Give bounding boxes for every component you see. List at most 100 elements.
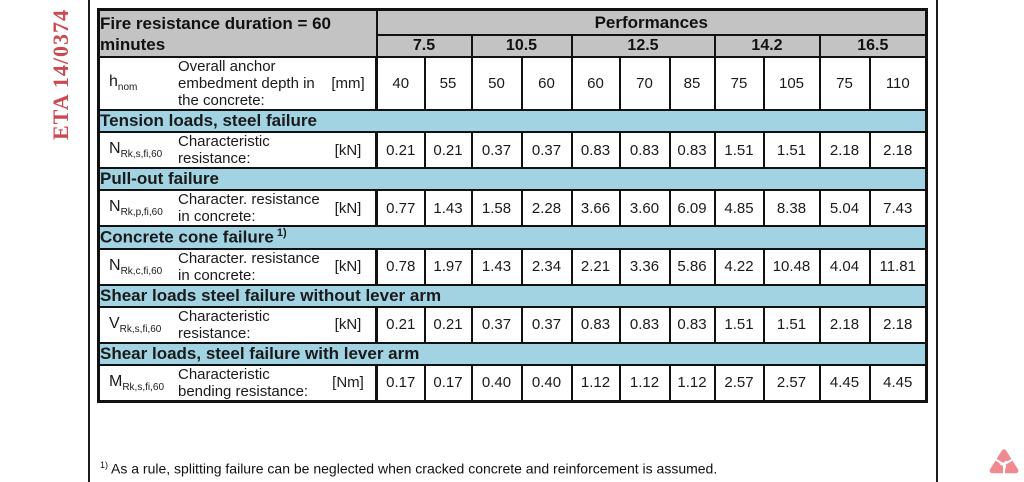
value-cell: 0.37 bbox=[520, 131, 573, 169]
value-cell: 4.45 bbox=[818, 363, 871, 403]
value-cell: 0.21 bbox=[423, 131, 473, 169]
value-cell: 110 bbox=[868, 56, 928, 111]
eta-number-label: ETA 14/0374 bbox=[48, 8, 73, 140]
diameter-group-header: 16.5 bbox=[818, 34, 928, 58]
row-description: Overall anchor embedment depth in the co… bbox=[178, 58, 315, 109]
value-cell: 0.83 bbox=[570, 131, 621, 169]
table-body: hnom Overall anchor embedment depth in th… bbox=[97, 56, 928, 403]
value-cell: 7.43 bbox=[868, 189, 928, 227]
value-cell: 0.83 bbox=[668, 305, 716, 344]
row-label-cell: VRk,s,fi,60 Characteristic resistance: [kN… bbox=[97, 305, 378, 344]
page-frame-right-line bbox=[936, 0, 938, 482]
row-unit: [kN] bbox=[334, 316, 362, 334]
value-cell: 0.21 bbox=[375, 131, 426, 169]
diameter-group-header: 14.2 bbox=[713, 34, 821, 58]
row-label-group: hnom Overall anchor embedment depth in th… bbox=[101, 58, 374, 109]
value-cell: 1.58 bbox=[470, 189, 523, 227]
row-unit: [kN] bbox=[334, 141, 362, 159]
value-cell: 1.43 bbox=[470, 247, 523, 286]
value-cell: 85 bbox=[668, 56, 716, 111]
value-cell: 2.28 bbox=[520, 189, 573, 227]
section-header: Shear loads, steel failure with lever ar… bbox=[97, 341, 928, 366]
value-cell: 10.48 bbox=[762, 247, 821, 286]
table-row: Pull-out failure bbox=[97, 167, 928, 191]
value-cell: 5.04 bbox=[818, 189, 871, 227]
row-symbol-subscript: Rk,c,fi,60 bbox=[120, 265, 163, 277]
value-cell: 11.81 bbox=[868, 247, 928, 286]
value-cell: 0.37 bbox=[470, 305, 523, 344]
row-symbol-subscript: Rk,s,fi,60 bbox=[120, 149, 163, 161]
value-cell: 0.83 bbox=[618, 131, 671, 169]
footnote-marker: 1) bbox=[100, 460, 109, 470]
value-cell: 0.17 bbox=[375, 363, 426, 403]
row-symbol: hnom bbox=[109, 73, 138, 94]
value-cell: 1.12 bbox=[570, 363, 621, 403]
page-frame-left-line bbox=[88, 0, 90, 482]
value-cell: 8.38 bbox=[762, 189, 821, 227]
value-cell: 0.17 bbox=[423, 363, 473, 403]
value-cell: 70 bbox=[618, 56, 671, 111]
table-row: VRk,s,fi,60 Characteristic resistance: [kN… bbox=[97, 305, 928, 344]
row-description: Characteristic bending resistance: bbox=[178, 365, 309, 400]
table-row: Concrete cone failure 1) bbox=[97, 225, 928, 250]
footnote: 1) As a rule, splitting failure can be ne… bbox=[100, 460, 717, 477]
row-symbol: NRk,p,fi,60 bbox=[109, 197, 163, 219]
value-cell: 1.51 bbox=[762, 305, 821, 344]
row-label-cell: NRk,c,fi,60 Character. resistance in conc… bbox=[97, 247, 378, 286]
value-cell: 60 bbox=[570, 56, 621, 111]
row-symbol-subscript: Rk,s,fi,60 bbox=[122, 381, 165, 393]
row-unit: [kN] bbox=[334, 199, 362, 217]
section-header: Shear loads steel failure without lever … bbox=[97, 283, 928, 308]
footnote-text: As a rule, splitting failure can be negl… bbox=[111, 460, 718, 477]
row-label-cell: hnom Overall anchor embedment depth in th… bbox=[97, 56, 378, 111]
row-label-group: NRk,p,fi,60 Character. resistance in conc… bbox=[101, 192, 374, 224]
value-cell: 1.51 bbox=[713, 305, 765, 344]
footnote-reference: 1) bbox=[273, 227, 287, 239]
value-cell: 3.66 bbox=[570, 189, 621, 227]
value-cell: 6.09 bbox=[668, 189, 716, 227]
value-cell: 0.40 bbox=[520, 363, 573, 403]
value-cell: 4.04 bbox=[818, 247, 871, 286]
value-cell: 50 bbox=[470, 56, 523, 111]
row-label-cell: NRk,p,fi,60 Character. resistance in conc… bbox=[97, 189, 378, 227]
value-cell: 4.85 bbox=[713, 189, 765, 227]
row-label-group: NRk,s,fi,60 Characteristic resistance: [kN… bbox=[101, 134, 374, 166]
section-label: Shear loads, steel failure with lever ar… bbox=[100, 343, 420, 363]
value-cell: 2.57 bbox=[713, 363, 765, 403]
section-label: Tension loads, steel failure bbox=[100, 111, 317, 130]
value-cell: 0.21 bbox=[423, 305, 473, 344]
table-row: Shear loads steel failure without lever … bbox=[97, 283, 928, 308]
value-cell: 0.21 bbox=[375, 305, 426, 344]
value-cell: 3.36 bbox=[618, 247, 671, 286]
value-cell: 1.12 bbox=[668, 363, 716, 403]
value-cell: 2.18 bbox=[818, 131, 871, 169]
value-cell: 0.83 bbox=[570, 305, 621, 344]
row-description: Characteristic resistance: bbox=[178, 307, 270, 342]
value-cell: 0.40 bbox=[470, 363, 523, 403]
diameter-group-header: 10.5 bbox=[470, 34, 573, 58]
diameter-group-header: 7.5 bbox=[375, 34, 473, 58]
row-description: Character. resistance in concrete: bbox=[178, 249, 320, 284]
value-cell: 2.18 bbox=[868, 305, 928, 344]
value-cell: 0.83 bbox=[668, 131, 716, 169]
value-cell: 60 bbox=[520, 56, 573, 111]
value-cell: 1.97 bbox=[423, 247, 473, 286]
value-cell: 105 bbox=[762, 56, 821, 111]
value-cell: 1.51 bbox=[762, 131, 821, 169]
value-cell: 5.86 bbox=[668, 247, 716, 286]
section-header: Concrete cone failure 1) bbox=[97, 225, 928, 250]
table-row: Shear loads, steel failure with lever ar… bbox=[97, 341, 928, 366]
value-cell: 75 bbox=[713, 56, 765, 111]
value-cell: 55 bbox=[423, 56, 473, 111]
value-cell: 0.77 bbox=[375, 189, 426, 227]
row-symbol: NRk,c,fi,60 bbox=[109, 256, 163, 277]
table-row: NRk,s,fi,60 Characteristic resistance: [kN… bbox=[97, 131, 928, 169]
row-symbol-subscript: nom bbox=[117, 82, 138, 94]
value-cell: 1.12 bbox=[618, 363, 671, 403]
row-label-cell: NRk,s,fi,60 Characteristic resistance: [kN… bbox=[97, 131, 378, 169]
value-cell: 2.18 bbox=[868, 131, 928, 169]
row-unit: [mm] bbox=[331, 75, 365, 92]
value-cell: 75 bbox=[818, 56, 871, 111]
row-label-group: MRk,s,fi,60 Characteristic bending resist… bbox=[101, 365, 374, 400]
value-cell: 0.78 bbox=[375, 247, 426, 286]
